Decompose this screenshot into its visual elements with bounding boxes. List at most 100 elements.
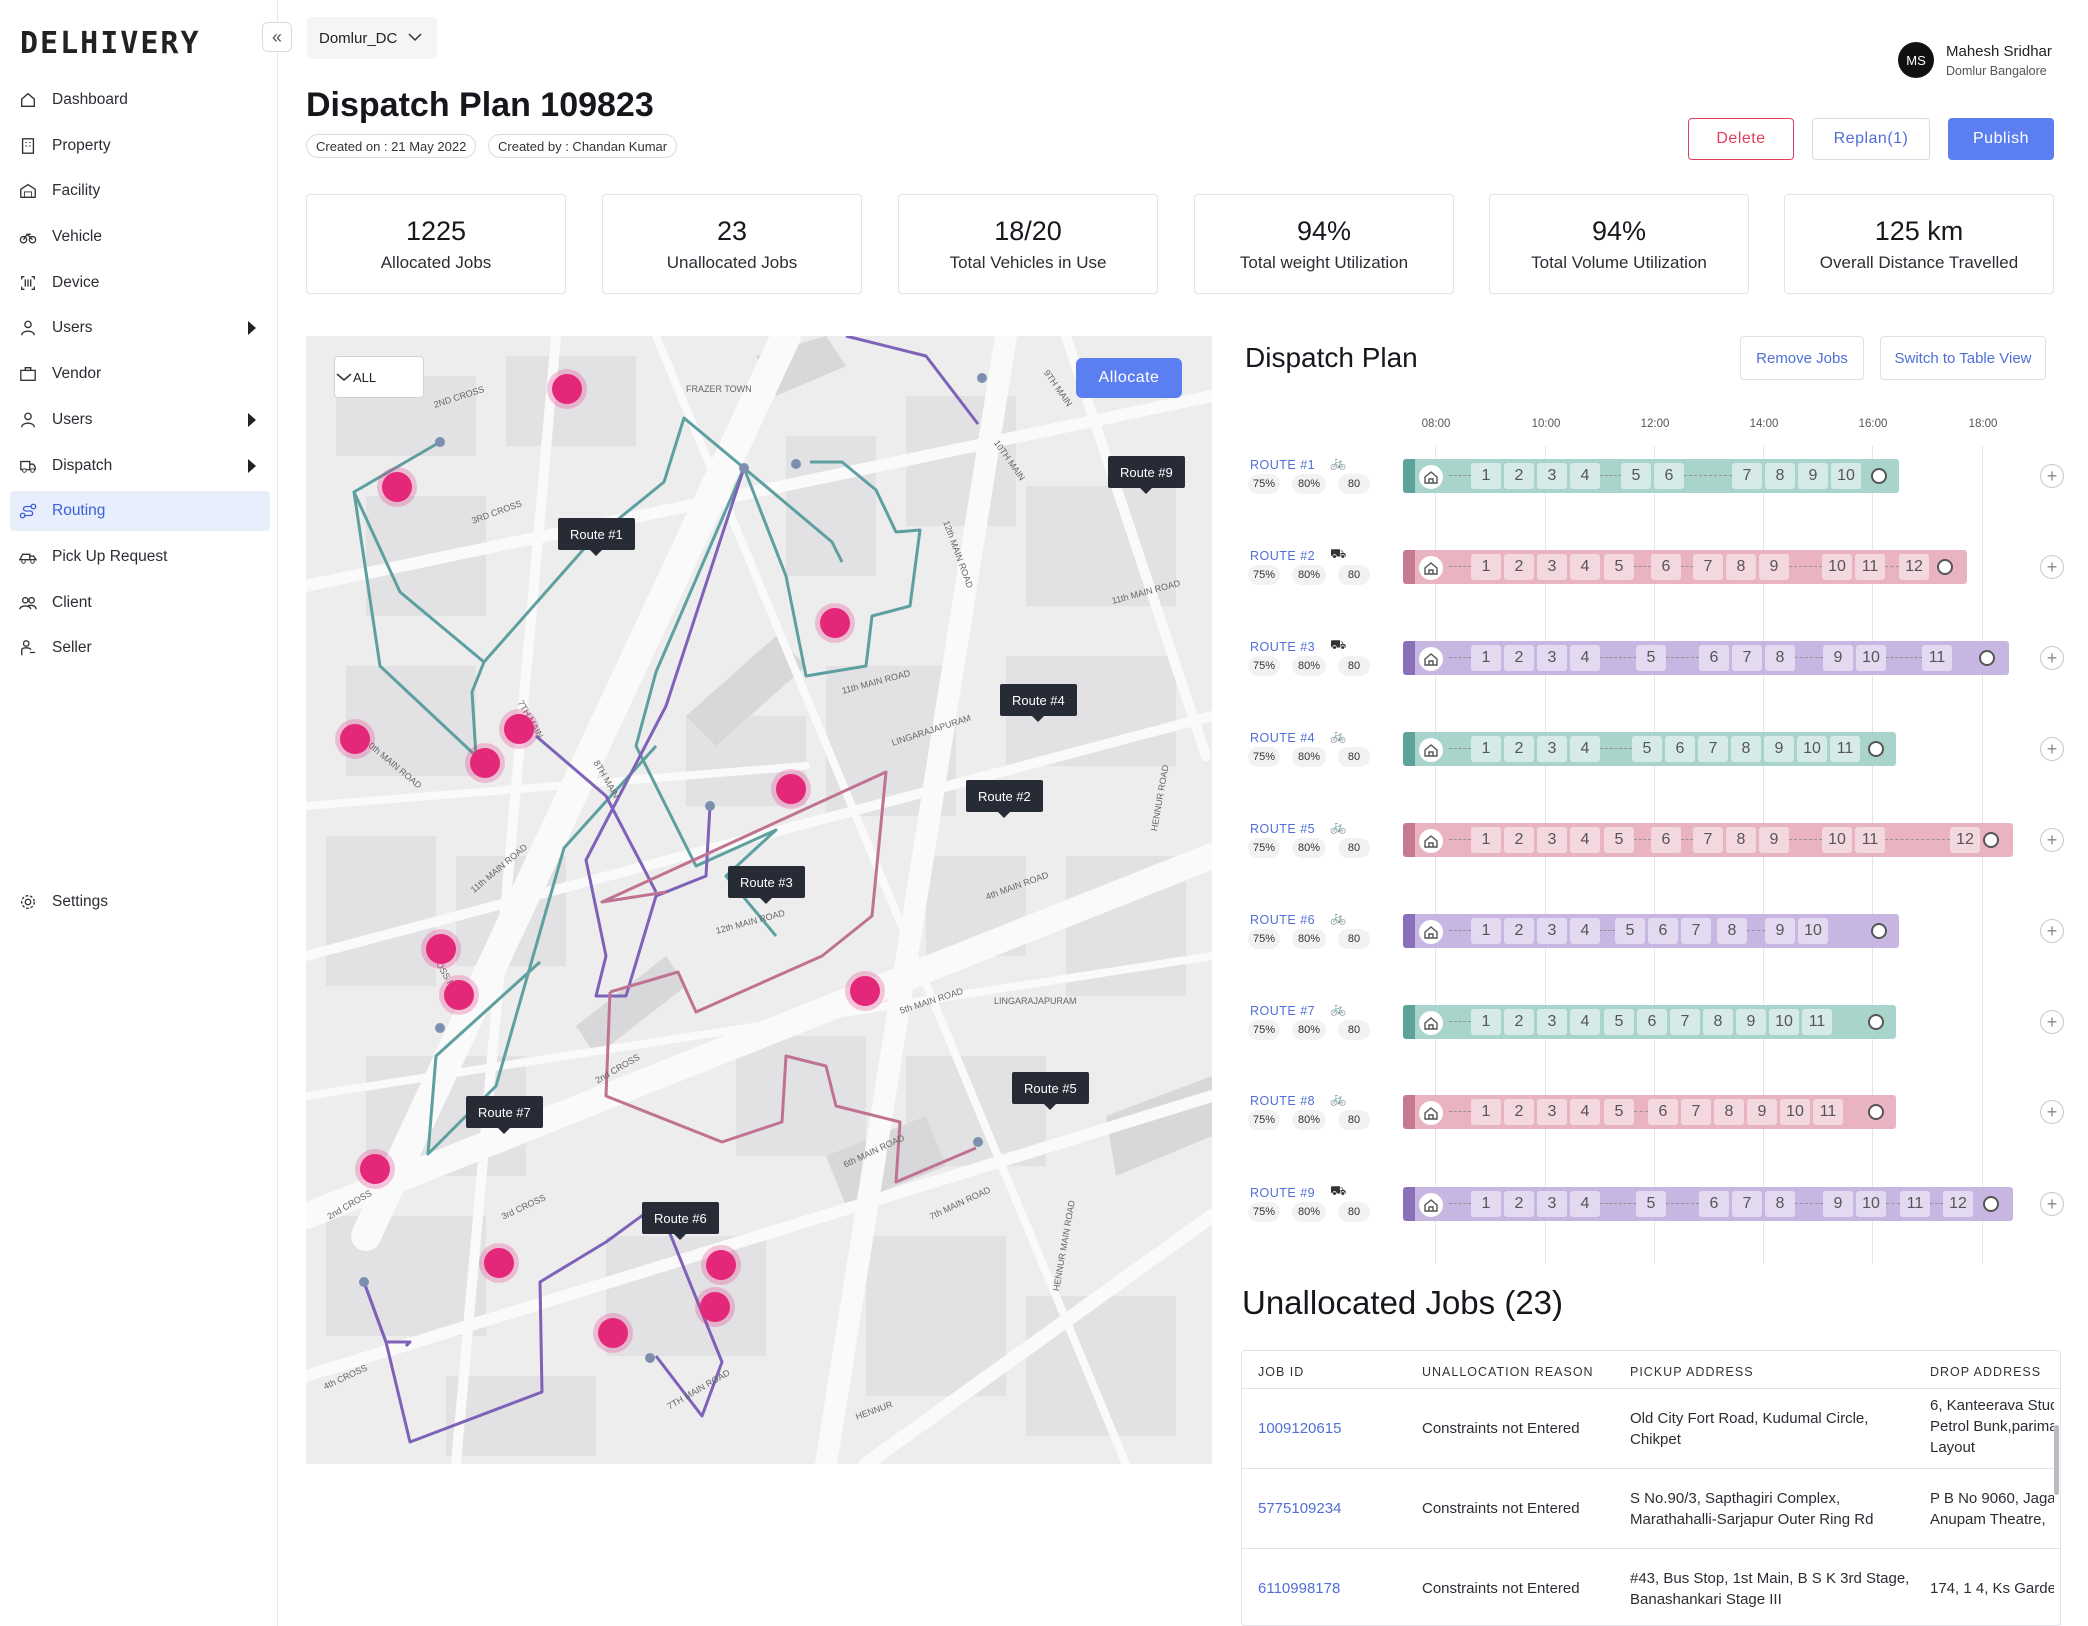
sidebar-item-vendor[interactable]: Vendor [10,354,270,394]
job-pin[interactable] [444,980,474,1010]
job-pin[interactable] [552,374,582,404]
route-stop[interactable]: 2 [1504,918,1534,944]
route-timeline-bar[interactable]: 1 2 3 4 5 6 7 8 9 10 11 [1403,1005,1896,1039]
route-stop[interactable]: 6 [1665,736,1695,762]
route-tag[interactable]: Route #1 [558,518,635,556]
sidebar-item-pick-up-request[interactable]: Pick Up Request [10,537,270,577]
route-stop[interactable]: 9 [1764,736,1794,762]
route-stop[interactable]: 4 [1570,1191,1600,1217]
route-stop[interactable]: 5 [1604,554,1634,580]
route-stop[interactable]: 1 [1471,918,1501,944]
caret-right-icon[interactable] [248,458,256,473]
route-stop[interactable]: 7 [1693,554,1723,580]
route-tag[interactable]: Route #3 [728,866,805,904]
route-stop[interactable]: 6 [1654,463,1684,489]
route-stop[interactable]: 11 [1922,645,1952,671]
route-stop[interactable]: 10 [1780,1099,1810,1125]
route-stop[interactable]: 5 [1636,1191,1666,1217]
route-stop[interactable]: 5 [1632,736,1662,762]
add-stop-button[interactable]: + [2040,555,2064,579]
route-stop[interactable]: 1 [1471,463,1501,489]
route-timeline-bar[interactable]: 1 2 3 4 5 6 7 8 9 10 [1403,914,1899,948]
route-stop[interactable]: 7 [1681,918,1711,944]
route-stop[interactable]: 12 [1950,827,1980,853]
map-filter-select[interactable]: ALL [334,356,424,398]
route-stop[interactable]: 9 [1747,1099,1777,1125]
caret-right-icon[interactable] [248,321,256,336]
route-stop[interactable]: 7 [1698,736,1728,762]
route-stop[interactable]: 8 [1714,1099,1744,1125]
route-stop[interactable]: 9 [1759,554,1789,580]
route-stop[interactable]: 2 [1504,827,1534,853]
route-stop[interactable]: 2 [1504,1099,1534,1125]
allocate-button[interactable]: Allocate [1076,358,1182,398]
route-label[interactable]: ROUTE #8 [1250,1094,1316,1108]
route-stop[interactable]: 6 [1648,918,1678,944]
route-stop[interactable]: 3 [1537,1099,1567,1125]
sidebar-item-seller[interactable]: Seller [10,628,270,668]
route-stop[interactable]: 7 [1670,1009,1700,1035]
sidebar-item-dispatch[interactable]: Dispatch [10,446,270,486]
route-label[interactable]: ROUTE #3 [1250,640,1316,654]
route-stop[interactable]: 3 [1537,645,1567,671]
add-stop-button[interactable]: + [2040,828,2064,852]
route-stop[interactable]: 5 [1636,645,1666,671]
route-timeline-bar[interactable]: 1 2 3 4 5 6 7 8 9 10 11 [1403,1095,1896,1129]
add-stop-button[interactable]: + [2040,1010,2064,1034]
add-stop-button[interactable]: + [2040,737,2064,761]
route-stop[interactable]: 9 [1759,827,1789,853]
route-stop[interactable]: 4 [1570,1009,1600,1035]
job-pin[interactable] [504,714,534,744]
table-row[interactable]: 6110998178 Constraints not Entered #43, Bu… [1242,1548,2060,1625]
route-stop[interactable]: 9 [1765,918,1795,944]
route-tag[interactable]: Route #7 [466,1096,543,1134]
user-profile[interactable]: MS Mahesh Sridhar Domlur Bangalore [1898,42,2052,78]
delete-button[interactable]: Delete [1688,118,1794,160]
job-pin[interactable] [340,724,370,754]
sidebar-item-users[interactable]: Users [10,400,270,440]
add-stop-button[interactable]: + [2040,1192,2064,1216]
route-stop[interactable]: 10 [1797,736,1827,762]
route-stop[interactable]: 10 [1822,554,1852,580]
route-timeline-bar[interactable]: 1 2 3 4 5 6 7 8 9 10 11 12 [1403,823,2013,857]
route-stop[interactable]: 4 [1570,1099,1600,1125]
job-pin[interactable] [706,1250,736,1280]
route-stop[interactable]: 5 [1621,463,1651,489]
route-tag[interactable]: Route #2 [966,780,1043,818]
job-pin[interactable] [484,1248,514,1278]
route-stop[interactable]: 4 [1570,645,1600,671]
route-stop[interactable]: 9 [1823,1191,1853,1217]
job-pin[interactable] [850,976,880,1006]
route-timeline-bar[interactable]: 1 2 3 4 5 6 7 8 9 10 11 [1403,732,1896,766]
route-stop[interactable]: 8 [1765,645,1795,671]
route-tag[interactable]: Route #5 [1012,1072,1089,1110]
job-id-link[interactable]: 6110998178 [1258,1580,1341,1597]
route-stop[interactable]: 7 [1693,827,1723,853]
route-label[interactable]: ROUTE #6 [1250,913,1316,927]
add-stop-button[interactable]: + [2040,464,2064,488]
route-stop[interactable]: 1 [1471,736,1501,762]
route-stop[interactable]: 2 [1504,463,1534,489]
route-stop[interactable]: 11 [1802,1009,1832,1035]
route-stop[interactable]: 4 [1570,463,1600,489]
sidebar-item-dashboard[interactable]: Dashboard [10,80,270,120]
sidebar-item-users[interactable]: Users [10,308,270,348]
job-pin[interactable] [820,608,850,638]
route-stop[interactable]: 6 [1651,554,1681,580]
add-stop-button[interactable]: + [2040,646,2064,670]
route-tag[interactable]: Route #9 [1108,456,1185,494]
route-stop[interactable]: 8 [1703,1009,1733,1035]
route-stop[interactable]: 7 [1681,1099,1711,1125]
route-stop[interactable]: 7 [1732,463,1762,489]
replan-button[interactable]: Replan(1) [1812,118,1930,160]
job-id-link[interactable]: 5775109234 [1258,1500,1342,1517]
route-stop[interactable]: 8 [1765,463,1795,489]
route-stop[interactable]: 10 [1831,463,1861,489]
job-pin[interactable] [382,472,412,502]
route-stop[interactable]: 10 [1822,827,1852,853]
sidebar-item-property[interactable]: Property [10,126,270,166]
add-stop-button[interactable]: + [2040,1100,2064,1124]
route-stop[interactable]: 2 [1504,645,1534,671]
job-pin[interactable] [598,1318,628,1348]
route-stop[interactable]: 1 [1471,827,1501,853]
